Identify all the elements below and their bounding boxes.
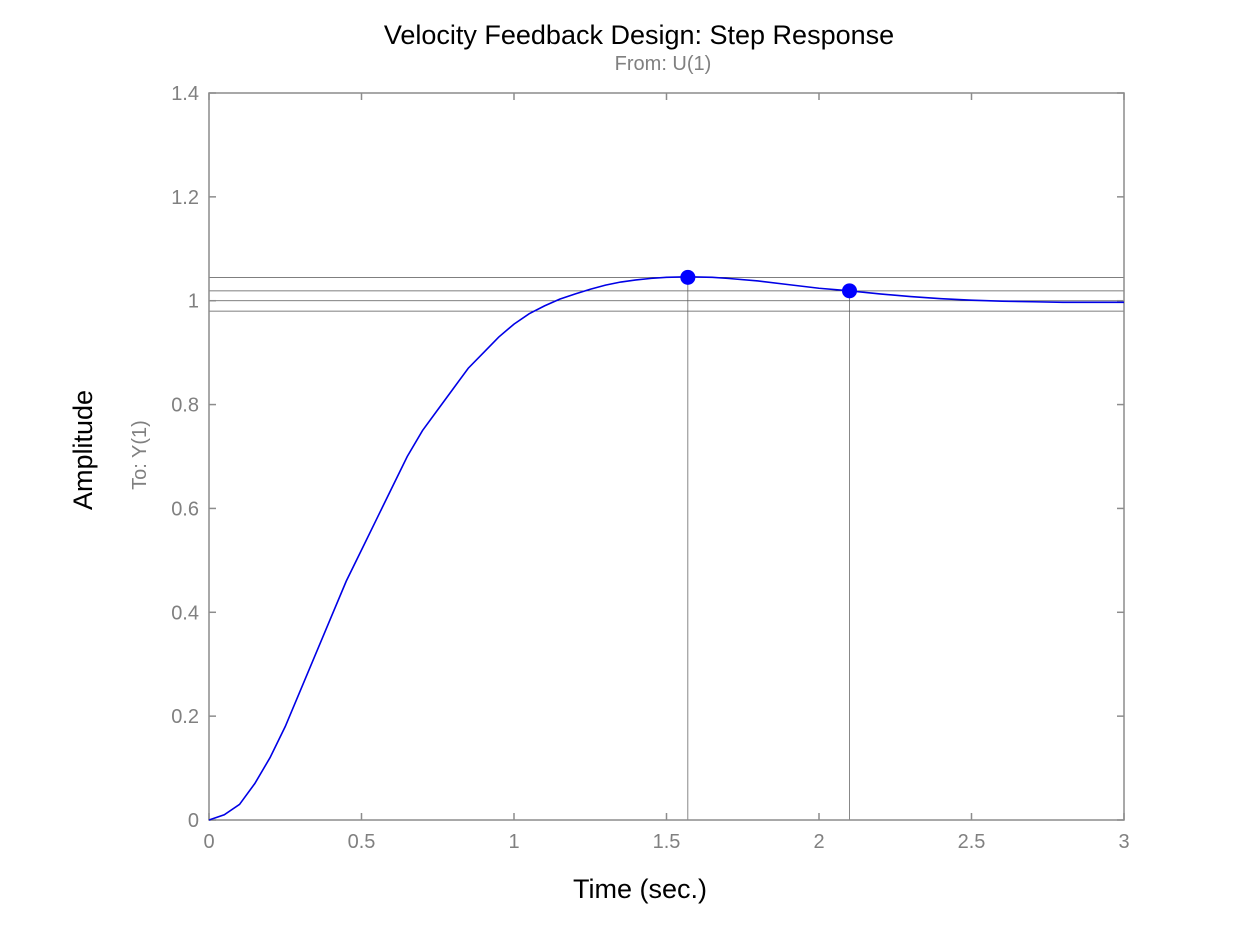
x-axis-label: Time (sec.): [573, 874, 707, 904]
y-tick-label: 0.6: [171, 498, 199, 520]
chart-title: Velocity Feedback Design: Step Response: [384, 20, 894, 50]
x-tick-label: 2.5: [958, 831, 986, 853]
y-tick-label: 1.4: [171, 83, 199, 105]
y-tick-label: 1.2: [171, 187, 199, 209]
chart-subtitle: From: U(1): [615, 53, 712, 75]
x-tick-label: 2: [813, 831, 824, 853]
settling-time-marker: [842, 283, 857, 299]
series-group: [208, 276, 1124, 821]
x-tick-label: 1: [508, 831, 519, 853]
axis-ticks: [208, 92, 1125, 821]
marker-group: [680, 269, 857, 299]
x-tick-label: 1.5: [653, 831, 681, 853]
y-axis-label: Amplitude: [68, 390, 98, 510]
y-tick-label: 0.2: [171, 706, 199, 728]
y-tick-label: 0.8: [171, 395, 199, 417]
y-tick-label: 1: [188, 291, 199, 313]
peak-response-marker: [680, 269, 696, 285]
channel-label: To: Y(1): [129, 420, 151, 490]
reference-lines: [209, 276, 1124, 820]
x-tick-label: 3: [1118, 831, 1129, 853]
y-tick-label: 0: [188, 810, 199, 832]
plot-frame: [208, 92, 1125, 821]
step-response-line: [208, 276, 1124, 821]
x-tick-label: 0.5: [348, 831, 376, 853]
x-tick-label: 0: [203, 831, 214, 853]
tick-labels: 0 0.5 1 1.5 2 2.5 3 0 0.2 0.4 0.6 0.8 1 1.2 1.4: [171, 83, 1129, 853]
y-tick-label: 0.4: [171, 602, 199, 624]
